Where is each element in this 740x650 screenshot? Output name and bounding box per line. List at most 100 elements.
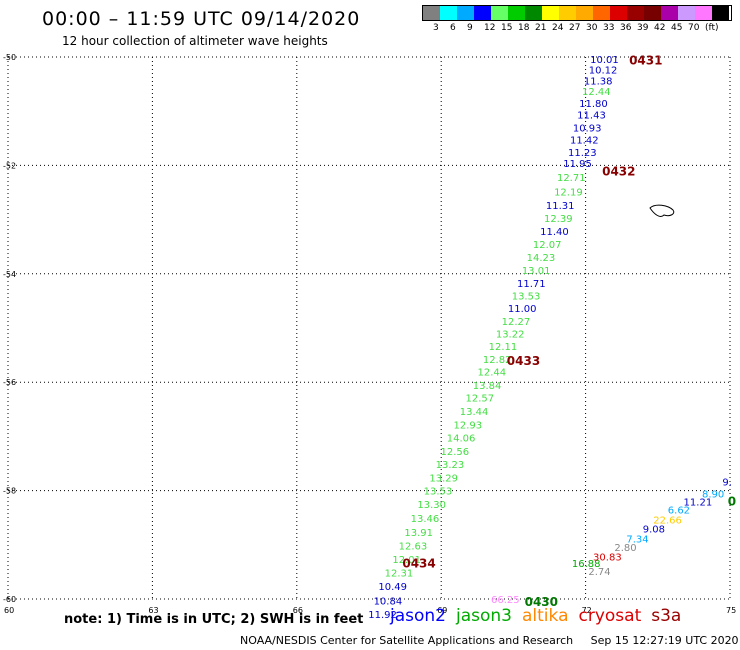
lon-label: 66	[293, 606, 303, 615]
wave-height-value: 13.44	[460, 407, 489, 418]
lon-label: 60	[4, 606, 14, 615]
wave-height-value: 13.53	[512, 291, 541, 302]
color-swatch	[457, 6, 474, 20]
wave-height-value: 11.92	[368, 610, 397, 621]
wave-height-value: 12.27	[502, 317, 531, 328]
wave-height-value: 11.43	[577, 110, 606, 121]
color-swatch	[695, 6, 712, 20]
color-swatch	[508, 6, 525, 20]
wave-height-value: 13.22	[496, 329, 525, 340]
wave-height-value: 12.82	[483, 355, 512, 366]
color-scale-label: 9	[467, 23, 473, 33]
color-scale-label: 27	[569, 23, 581, 33]
pass-time-label: 0433	[507, 354, 540, 368]
wave-height-value: 11.00	[508, 304, 537, 315]
wave-height-value: 14.23	[527, 253, 556, 264]
wave-height-value: 11.38	[584, 76, 613, 87]
lon-label: 75	[726, 606, 736, 615]
lat-label: -60	[3, 595, 16, 604]
lat-label: -50	[3, 53, 16, 62]
wave-height-value: 12.44	[582, 87, 611, 98]
color-scale-label: 24	[552, 23, 564, 33]
wave-height-value: 30.83	[593, 553, 622, 564]
color-scale-label: 70	[688, 23, 700, 33]
wave-height-value: 13.29	[429, 474, 458, 485]
wave-height-value: 11.21	[684, 497, 713, 508]
color-scale-label: 15	[501, 23, 513, 33]
wave-height-value: 12.57	[466, 393, 495, 404]
color-scale-label: 39	[637, 23, 649, 33]
page-subtitle: 12 hour collection of altimeter wave hei…	[62, 34, 328, 48]
color-swatch	[712, 6, 729, 20]
wave-height-value: 13.01	[522, 266, 551, 277]
color-scale-label: 30	[586, 23, 598, 33]
color-swatch	[610, 6, 627, 20]
color-swatch	[525, 6, 542, 20]
color-swatch	[559, 6, 576, 20]
pass-time-label: 0432	[602, 164, 635, 178]
lon-label: 72	[582, 606, 592, 615]
color-swatch	[542, 6, 559, 20]
satellite-altika: altika	[522, 606, 569, 626]
color-swatch	[576, 6, 593, 20]
color-scale-label: 45	[671, 23, 683, 33]
wave-height-value: 10.93	[573, 123, 602, 134]
pass-time-label: 0434	[402, 557, 435, 571]
wave-height-value: 9.	[722, 477, 732, 488]
wave-height-value: 12.19	[554, 187, 583, 198]
generated-timestamp: Sep 15 12:27:19 UTC 2020	[590, 634, 739, 647]
wave-height-value: 10.01	[590, 55, 619, 66]
latitude-labels: -50 -52 -54 -56 -58 -60	[3, 53, 16, 604]
lat-label: -58	[3, 487, 16, 496]
color-scale-label: 3	[433, 23, 439, 33]
wave-height-value: 10.49	[378, 582, 407, 593]
wave-height-value: 66.25	[491, 595, 520, 606]
pass-time-label: 0431	[629, 54, 662, 68]
wave-height-value: 9.08	[643, 525, 665, 536]
wave-height-value: 11.71	[517, 279, 546, 290]
pass-time-label: 0430	[525, 595, 558, 609]
color-swatch	[491, 6, 508, 20]
wave-height-value: 13.30	[417, 500, 446, 511]
satellite-cryosat: cryosat	[578, 606, 642, 626]
color-scale-label: 21	[535, 23, 547, 33]
color-swatch	[440, 6, 457, 20]
longitude-labels: 60 63 66 69 72 75	[4, 606, 736, 615]
wave-height-points: 10.0110.1211.3812.4411.8011.4310.9311.42…	[368, 55, 732, 621]
wave-height-value: 10.84	[374, 597, 403, 608]
wave-height-value: 12.63	[399, 541, 428, 552]
color-swatch	[593, 6, 610, 20]
pass-time-label: 0	[728, 494, 736, 508]
color-scale-label: 33	[603, 23, 615, 33]
wave-height-value: 2.74	[588, 567, 610, 578]
wave-height-value: 12.44	[478, 367, 507, 378]
wave-height-value: 12.01	[392, 555, 421, 566]
wave-height-value: 12.31	[385, 568, 414, 579]
lon-label: 63	[148, 606, 158, 615]
lon-label: 69	[437, 606, 447, 615]
wave-height-value: 12.71	[557, 173, 586, 184]
wave-height-value: 14.06	[447, 433, 476, 444]
lat-label: -54	[3, 270, 16, 279]
color-swatch	[627, 6, 644, 20]
island-outline	[649, 204, 675, 217]
wave-height-value: 6.62	[668, 506, 690, 517]
wave-height-value: 12.11	[489, 342, 518, 353]
color-swatch	[423, 6, 440, 20]
wave-height-value: 8.90	[702, 489, 724, 500]
wave-height-value: 12.93	[453, 420, 482, 431]
color-swatch	[678, 6, 695, 20]
wave-height-value: 11.42	[570, 135, 599, 146]
satellite-jason3: jason3	[456, 606, 512, 626]
footer-credit: NOAA/NESDIS Center for Satellite Applica…	[240, 634, 739, 647]
color-scale-labels: 3 6 9 12 15 18 21 24 27 30 33 36 39 42 45 70 (ft)	[422, 21, 732, 33]
color-scale-label: 42	[654, 23, 666, 33]
wave-height-value: 11.23	[568, 148, 597, 159]
wave-height-value: 11.80	[579, 99, 608, 110]
grid-lines	[7, 56, 731, 600]
color-scale-swatches	[422, 5, 732, 21]
color-swatch	[474, 6, 491, 20]
satellite-s3a: s3a	[651, 606, 682, 626]
wave-height-value: 13.23	[436, 460, 465, 471]
